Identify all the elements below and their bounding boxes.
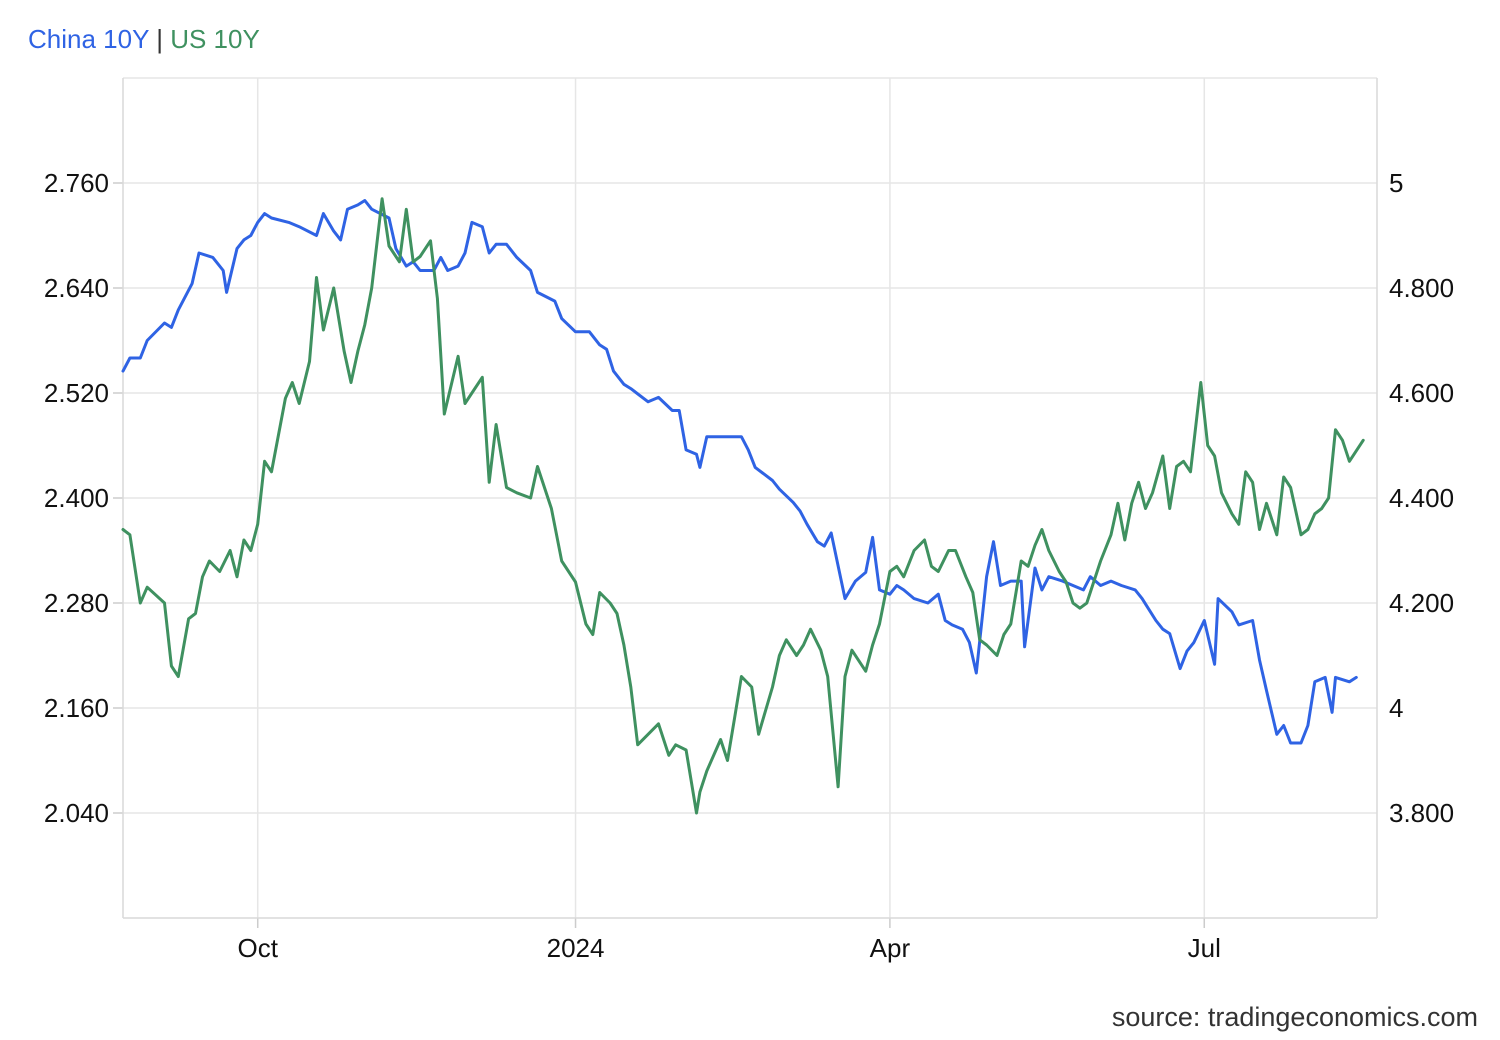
legend-us-10y[interactable]: US 10Y <box>170 24 260 54</box>
series-lines <box>121 197 1365 815</box>
right-axis-ticks: 5 4.800 4.600 4.400 4.200 4 3.800 <box>1389 168 1454 828</box>
y-left-tick-label: 2.520 <box>44 378 109 408</box>
y-left-tick-label: 2.640 <box>44 273 109 303</box>
y-right-tick-label: 3.800 <box>1389 798 1454 828</box>
y-left-tick-label: 2.040 <box>44 798 109 828</box>
x-tick-label: Oct <box>238 933 279 963</box>
y-left-tick-label: 2.280 <box>44 588 109 618</box>
left-axis-ticks: 2.760 2.640 2.520 2.400 2.280 2.160 2.040 <box>44 168 109 828</box>
y-left-tick-label: 2.160 <box>44 693 109 723</box>
gridlines <box>113 77 1377 928</box>
source-credit[interactable]: source: tradingeconomics.com <box>1111 1002 1478 1032</box>
y-right-tick-label: 4.600 <box>1389 378 1454 408</box>
axes <box>122 78 1378 919</box>
y-left-tick-label: 2.760 <box>44 168 109 198</box>
chart-legend: China 10Y | US 10Y <box>28 24 260 55</box>
y-right-tick-label: 4 <box>1389 693 1403 723</box>
x-tick-label: 2024 <box>547 933 605 963</box>
y-right-tick-label: 4.800 <box>1389 273 1454 303</box>
x-tick-label: Jul <box>1188 933 1221 963</box>
x-axis-ticks: Oct 2024 Apr Jul <box>238 933 1221 963</box>
y-right-tick-label: 4.200 <box>1389 588 1454 618</box>
series-line-china-10y <box>121 199 1358 745</box>
legend-china-10y[interactable]: China 10Y <box>28 24 149 54</box>
x-tick-label: Apr <box>870 933 911 963</box>
y-right-tick-label: 4.400 <box>1389 483 1454 513</box>
y-left-tick-label: 2.400 <box>44 483 109 513</box>
legend-separator: | <box>156 24 163 54</box>
y-right-tick-label: 5 <box>1389 168 1403 198</box>
series-line-us-10y <box>121 197 1365 815</box>
